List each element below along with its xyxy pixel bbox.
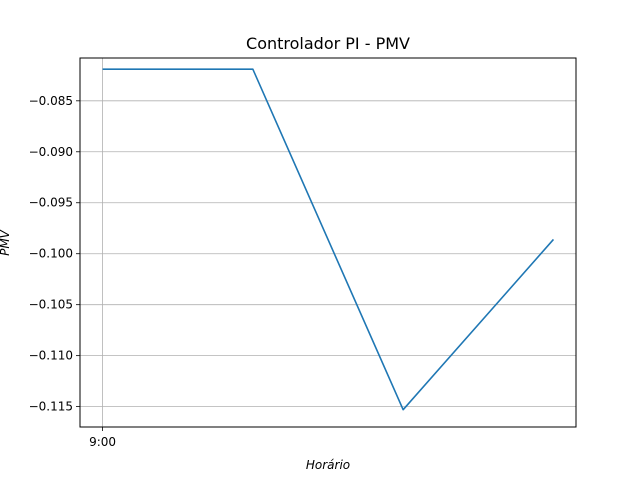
plot-frame	[79, 57, 577, 428]
series-line	[102, 68, 555, 411]
y-tick-label: −0.095	[29, 196, 73, 210]
y-tick-label: −0.105	[29, 298, 73, 312]
series-layer	[102, 68, 555, 411]
y-tick-label: −0.100	[29, 247, 73, 261]
y-axis-label: PMV	[0, 229, 12, 256]
chart-title: Controlador PI - PMV	[246, 34, 410, 53]
x-axis-ticks: 9:00	[89, 427, 116, 449]
y-tick-label: −0.115	[29, 400, 73, 414]
grid	[80, 58, 576, 427]
x-tick-label: 9:00	[89, 435, 116, 449]
y-axis-ticks: −0.085 −0.090 −0.095 −0.100 −0.105 −0.110 −0.1…	[29, 94, 80, 414]
y-tick-label: −0.110	[29, 349, 73, 363]
y-tick-label: −0.090	[29, 145, 73, 159]
y-tick-label: −0.085	[29, 94, 73, 108]
x-axis-label: Horário	[306, 458, 350, 472]
